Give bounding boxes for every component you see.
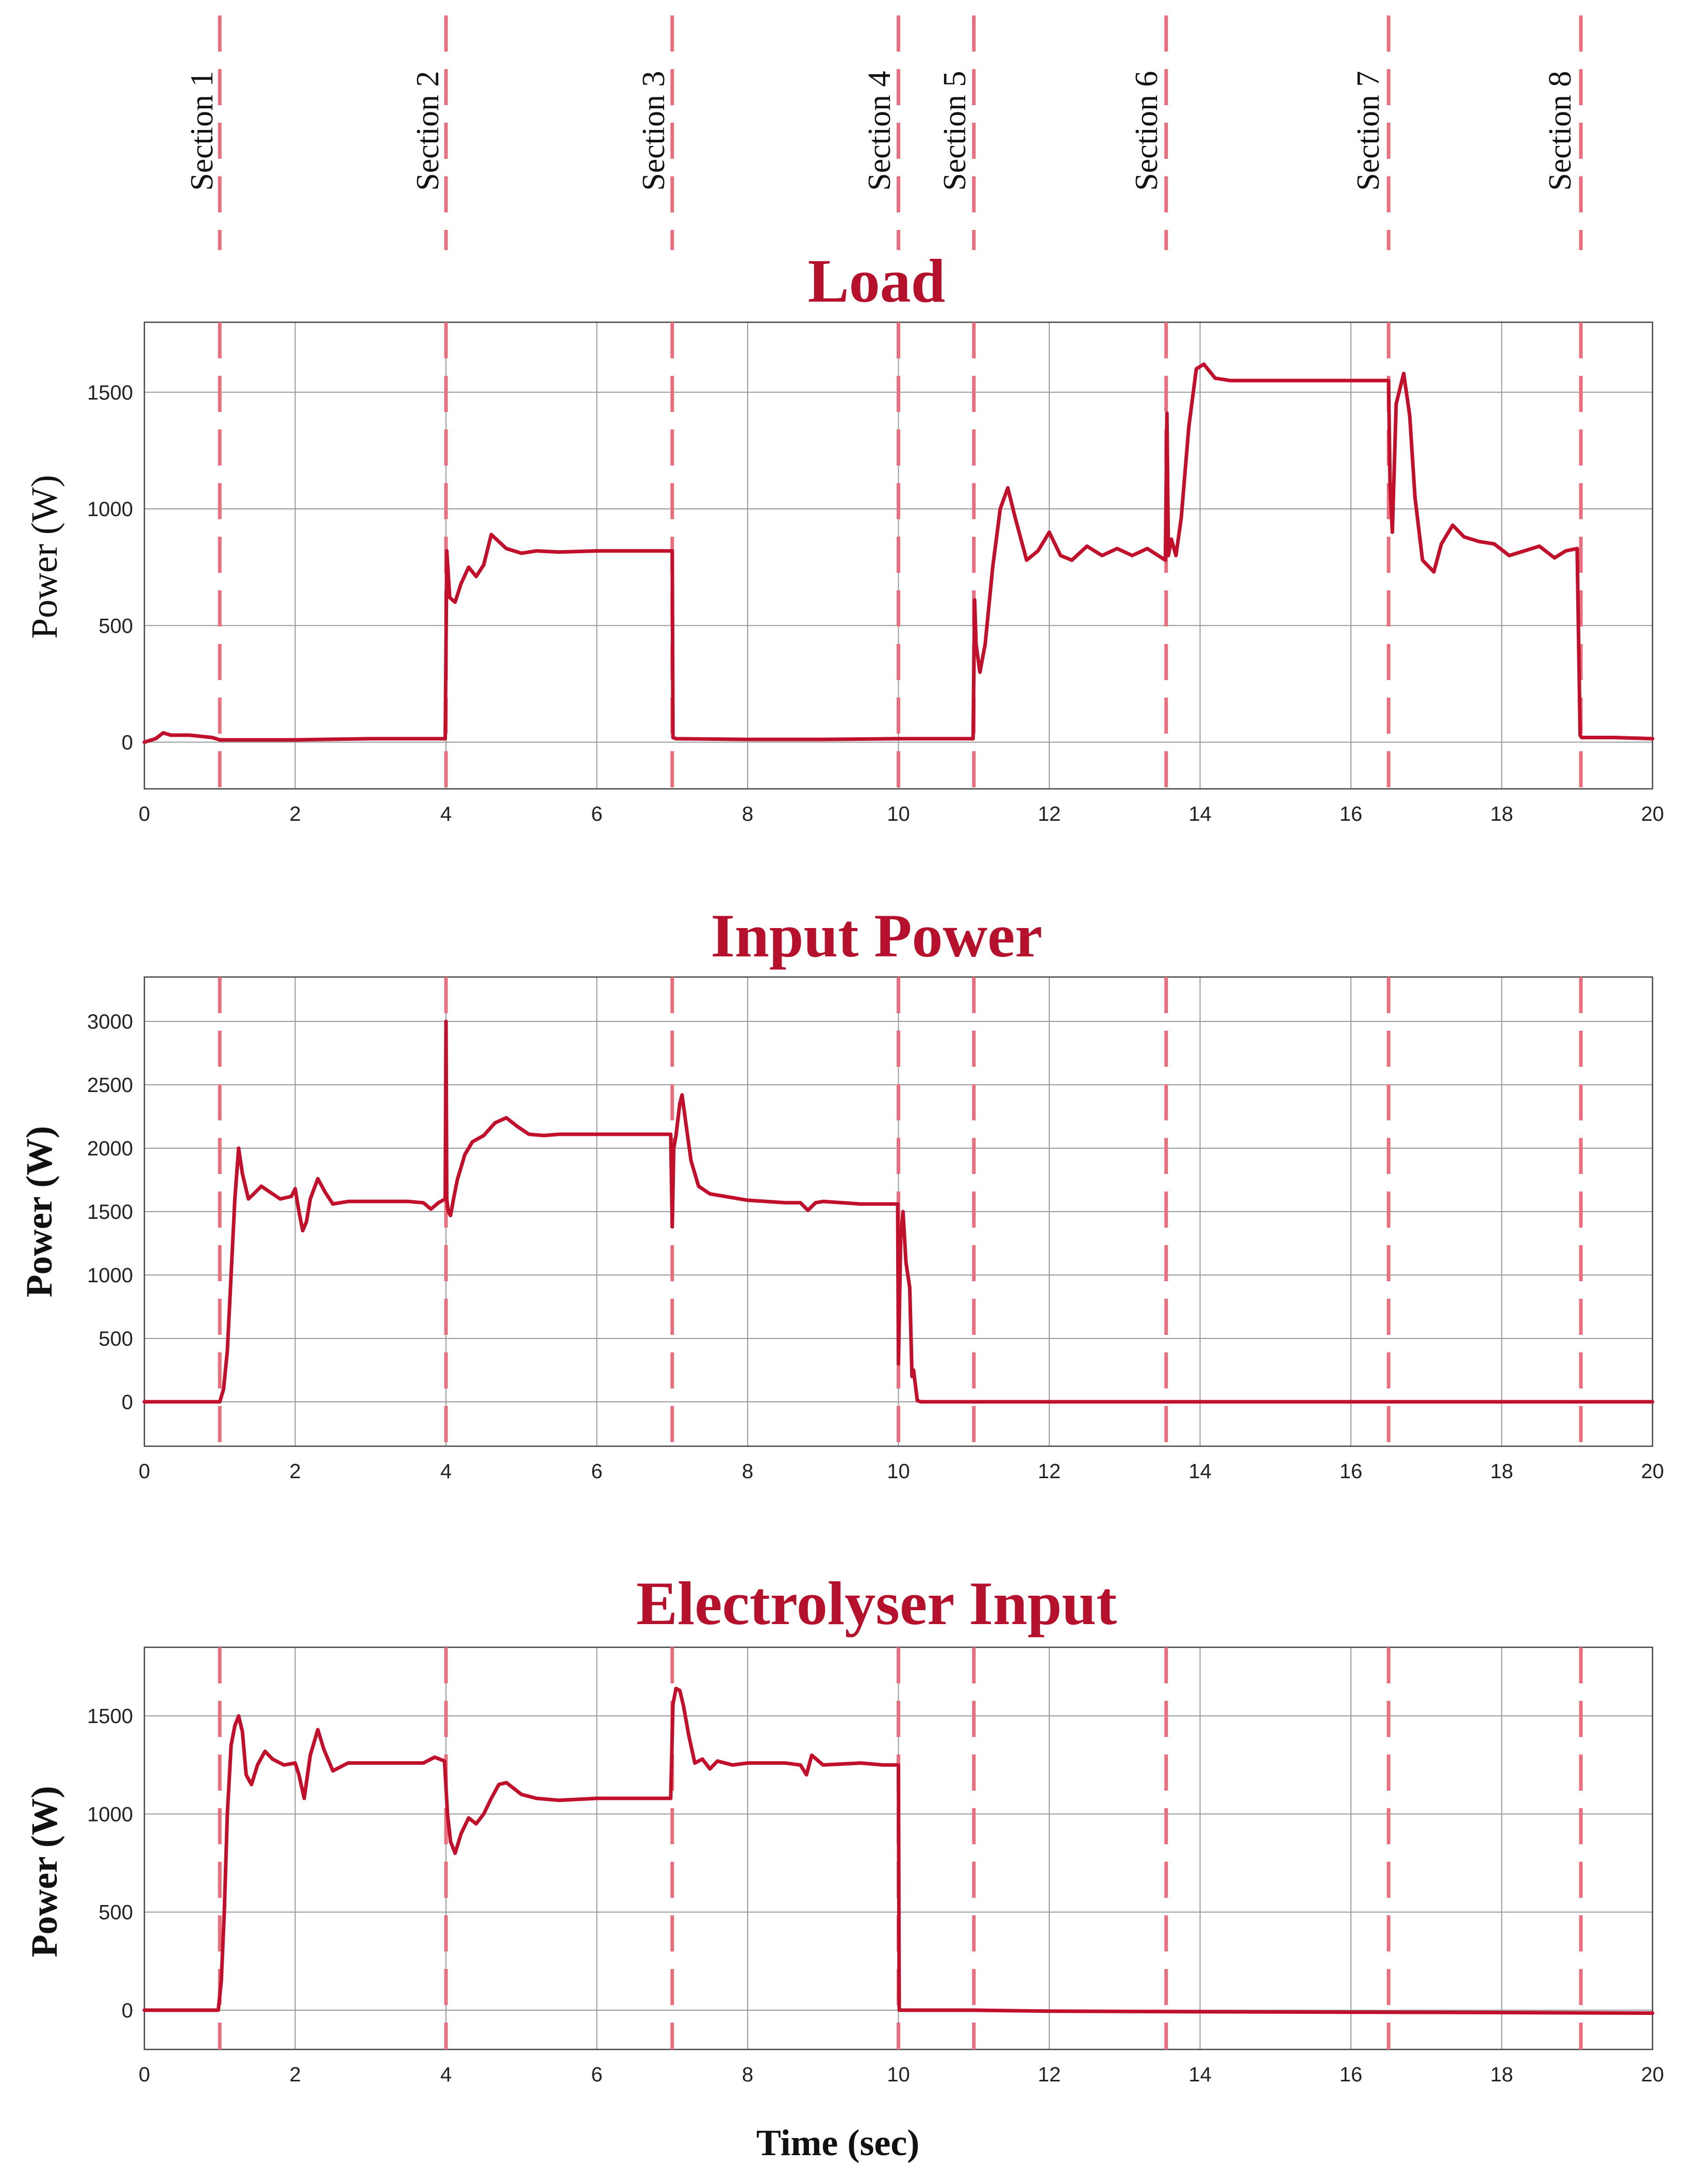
load-x-tick-14: 14 <box>1188 803 1212 825</box>
load-x-tick-16: 16 <box>1340 803 1363 825</box>
x-axis-label: Time (sec) <box>756 2122 920 2163</box>
input-power-x-tick-12: 12 <box>1038 1460 1061 1483</box>
load-y-tick-500: 500 <box>98 615 133 637</box>
input-power-x-tick-14: 14 <box>1188 1460 1212 1483</box>
load-x-tick-20: 20 <box>1641 803 1664 825</box>
electrolyser-input-x-tick-10: 10 <box>887 2063 910 2086</box>
section-label-5: Section 5 <box>937 71 972 191</box>
electrolyser-input-x-tick-8: 8 <box>742 2063 753 2086</box>
input-power-y-tick-0: 0 <box>122 1391 133 1414</box>
input-power-x-tick-10: 10 <box>887 1460 910 1483</box>
load-y-tick-1500: 1500 <box>87 382 133 404</box>
input-power-x-tick-6: 6 <box>591 1460 602 1483</box>
load-y-tick-1000: 1000 <box>87 498 133 521</box>
electrolyser-input-x-tick-20: 20 <box>1641 2063 1664 2086</box>
load-x-tick-18: 18 <box>1490 803 1513 825</box>
electrolyser-input-x-tick-16: 16 <box>1340 2063 1363 2086</box>
load-series-line <box>142 362 1655 744</box>
input-power-x-tick-20: 20 <box>1641 1460 1664 1483</box>
electrolyser-input-y-tick-1500: 1500 <box>87 1705 133 1728</box>
load-title: Load <box>808 246 946 315</box>
load-y-axis-label: Power (W) <box>24 475 65 639</box>
input-power-x-tick-8: 8 <box>742 1460 753 1483</box>
input-power-x-tick-4: 4 <box>440 1460 452 1483</box>
electrolyser-input-x-tick-6: 6 <box>591 2063 602 2086</box>
input-power-y-axis-label: Power (W) <box>19 1126 60 1298</box>
input-power-y-tick-3000: 3000 <box>87 1011 133 1033</box>
input-power-y-tick-1500: 1500 <box>87 1201 133 1223</box>
load-x-tick-0: 0 <box>139 803 150 825</box>
input-power-x-tick-16: 16 <box>1340 1460 1363 1483</box>
electrolyser-input-y-tick-500: 500 <box>98 1901 133 1924</box>
electrolyser-input-x-tick-18: 18 <box>1490 2063 1513 2086</box>
section-label-2: Section 2 <box>410 71 445 191</box>
input-power-x-tick-18: 18 <box>1490 1460 1513 1483</box>
load-x-tick-2: 2 <box>289 803 301 825</box>
input-power-panel: Input Power Power (W) 0 2 4 6 8 10 12 14 16 18 200… <box>19 901 1664 1483</box>
input-power-y-tick-1000: 1000 <box>87 1264 133 1287</box>
input-power-title: Input Power <box>711 901 1042 970</box>
section-label-4: Section 4 <box>862 71 897 191</box>
load-x-tick-4: 4 <box>440 803 452 825</box>
electrolyser-input-series-line <box>142 1686 1655 2015</box>
electrolyser-input-x-tick-0: 0 <box>139 2063 150 2086</box>
electrolyser-input-x-tick-2: 2 <box>289 2063 301 2086</box>
input-power-x-tick-0: 0 <box>139 1460 150 1483</box>
input-power-y-tick-2500: 2500 <box>87 1074 133 1097</box>
input-power-y-tick-2000: 2000 <box>87 1137 133 1160</box>
section-label-1: Section 1 <box>185 71 220 191</box>
input-power-y-tick-500: 500 <box>98 1328 133 1350</box>
load-x-tick-12: 12 <box>1038 803 1061 825</box>
section-header: Section 1 Section 2 Section 3 Section 4 … <box>185 15 1583 250</box>
electrolyser-input-x-tick-4: 4 <box>440 2063 452 2086</box>
load-x-tick-10: 10 <box>887 803 910 825</box>
input-power-series-line <box>142 1019 1655 1404</box>
electrolyser-input-y-tick-1000: 1000 <box>87 1803 133 1826</box>
electrolyser-input-y-tick-0: 0 <box>122 1999 133 2022</box>
load-x-tick-8: 8 <box>742 803 753 825</box>
input-power-x-tick-2: 2 <box>289 1460 301 1483</box>
section-header-lines <box>218 15 1583 250</box>
load-panel: Load Power (W) 0 2 4 6 8 10 12 14 16 18 20 0 500 1000… <box>24 246 1664 825</box>
section-label-3: Section 3 <box>636 71 671 191</box>
section-label-8: Section 8 <box>1543 71 1578 191</box>
load-y-tick-0: 0 <box>122 732 133 754</box>
section-label-7: Section 7 <box>1351 71 1386 191</box>
electrolyser-input-y-axis-label: Power (W) <box>24 1786 65 1958</box>
section-label-6: Section 6 <box>1129 71 1164 191</box>
electrolyser-input-title: Electrolyser Input <box>636 1569 1117 1637</box>
electrolyser-input-x-tick-12: 12 <box>1038 2063 1061 2086</box>
electrolyser-input-x-tick-14: 14 <box>1188 2063 1212 2086</box>
electrolyser-input-panel: Electrolyser Input Power (W) Time (sec) … <box>24 1569 1664 2163</box>
load-x-tick-6: 6 <box>591 803 602 825</box>
